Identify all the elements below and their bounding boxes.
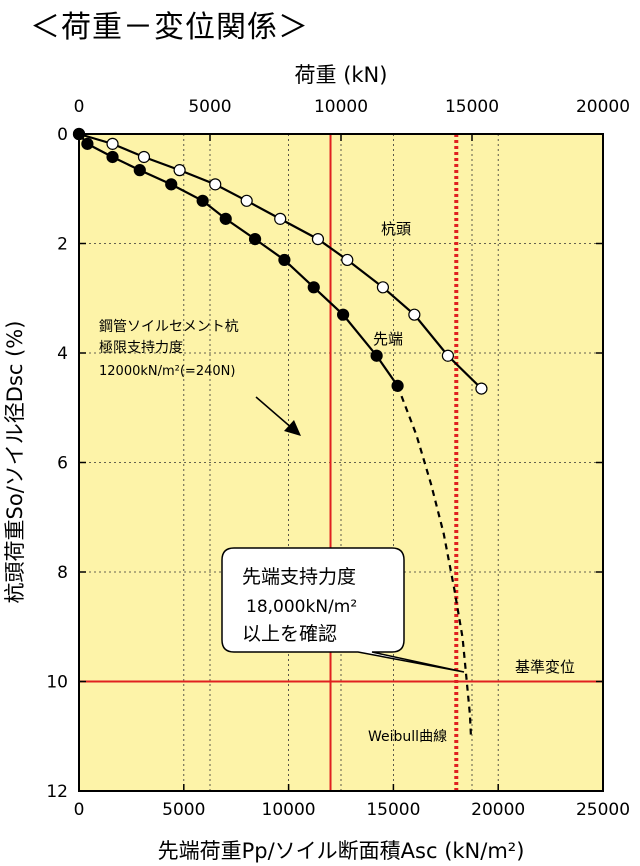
tip-label: 先端	[373, 330, 403, 348]
page-title: ＜荷重－変位関係＞	[30, 10, 309, 45]
limit-label-line2: 極限支持力度	[99, 340, 183, 356]
tip-data-point	[219, 212, 232, 225]
head-data-point	[311, 233, 325, 246]
head-data-point	[441, 349, 454, 362]
tip-data-point	[165, 178, 178, 191]
pile-head-label: 杭頭	[381, 220, 411, 238]
x-tick-label: 10000	[262, 800, 316, 820]
y-tick-label: 10	[46, 673, 68, 693]
x-axis-title: 先端荷重Pp/ソイル断面積Asc (kN/m²)	[158, 839, 525, 863]
top-tick-label: 15000	[445, 97, 499, 117]
head-data-point	[376, 281, 390, 294]
x-tick-label: 15000	[366, 800, 420, 820]
tip-data-point	[278, 253, 291, 267]
limit-arrow	[255, 396, 301, 436]
top-tick-label: 0	[74, 97, 85, 117]
y-tick-label: 0	[57, 125, 68, 145]
baseline-label: 基準変位	[515, 658, 575, 676]
head-data-point	[106, 137, 119, 150]
head-data-point	[209, 178, 222, 191]
x-tick-label: 25000	[576, 800, 630, 820]
limit-value-label: 12000kN/m²(=240N)	[99, 364, 235, 379]
tip-data-point	[196, 194, 209, 207]
data-series	[72, 127, 488, 737]
callout-line1: 先端支持力度	[242, 566, 356, 588]
y-axis-title: 杭頭荷重So/ソイル径Dsc (%)	[3, 321, 27, 604]
tip-data-point	[336, 308, 350, 321]
head-data-point	[475, 382, 488, 395]
x-tick-label: 20000	[471, 800, 525, 820]
top-tick-label: 10000	[314, 97, 368, 117]
y-tick-label: 2	[57, 235, 68, 255]
x-tick-label: 5000	[162, 800, 205, 820]
callout-line2: 18,000kN/m²	[246, 597, 357, 617]
series-line	[396, 385, 473, 737]
callout-line3: 以上を確認	[242, 623, 337, 645]
head-data-point	[274, 212, 287, 225]
tip-data-point	[106, 150, 119, 164]
tip-data-point	[133, 164, 146, 177]
head-data-point	[240, 194, 253, 207]
weibull-label: Weibull曲線	[368, 729, 447, 745]
axis-ticks: 0 5000 10000 15000 20000 25000 0 5000 10000 15000…	[46, 97, 630, 820]
head-data-point	[173, 164, 186, 177]
y-tick-label: 12	[46, 782, 68, 802]
tip-data-point	[81, 137, 94, 150]
tip-data-point	[248, 233, 262, 246]
top-tick-label: 5000	[188, 97, 231, 117]
tip-data-point	[307, 281, 320, 294]
tip-data-point	[370, 349, 383, 362]
top-axis-title: 荷重 (kN)	[295, 63, 388, 87]
limit-label-line1: 鋼管ソイルセメント杭	[99, 319, 239, 335]
head-data-point	[137, 150, 151, 164]
head-data-point	[408, 308, 421, 321]
callout-bubble	[221, 547, 465, 673]
x-tick-label: 0	[74, 800, 85, 820]
y-tick-label: 6	[57, 454, 68, 474]
y-tick-label: 4	[57, 344, 68, 364]
reference-lines	[79, 134, 603, 791]
y-tick-label: 8	[57, 563, 68, 583]
head-data-point	[341, 253, 354, 267]
top-tick-label: 20000	[576, 97, 630, 117]
